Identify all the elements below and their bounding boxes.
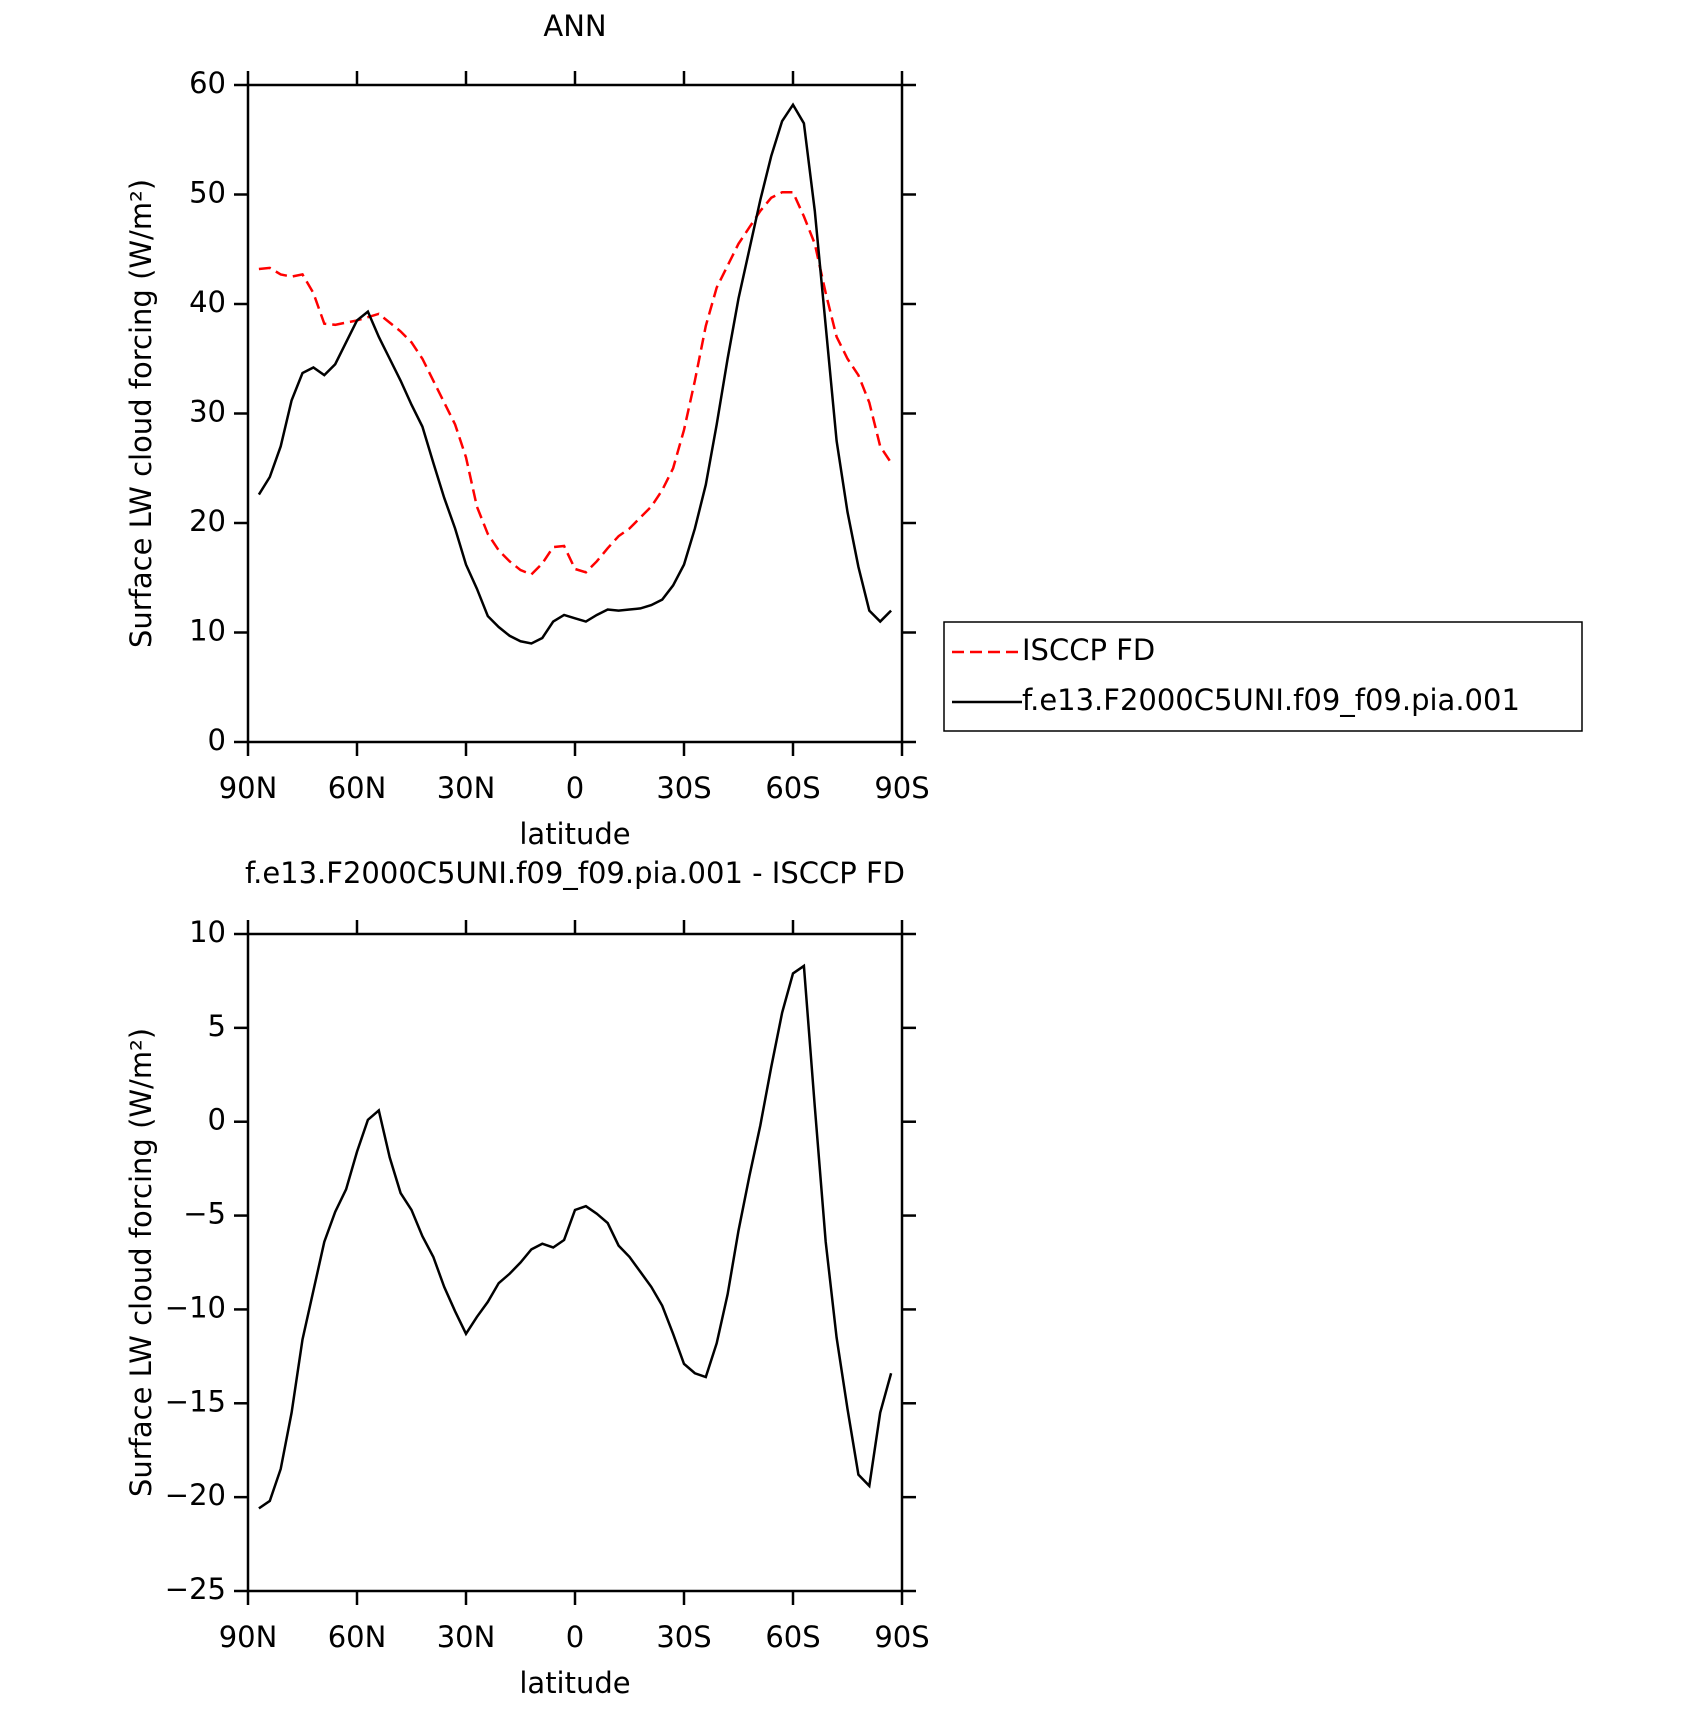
chart-title: ANN <box>543 9 606 43</box>
y-tick-label: 50 <box>189 176 226 210</box>
series-line <box>258 191 893 576</box>
y-tick-label: −20 <box>165 1478 226 1512</box>
x-tick-label: 30S <box>656 771 711 805</box>
legend-box <box>943 621 1583 732</box>
legend-label: f.e13.F2000C5UNI.f09_f09.pia.001 <box>1022 683 1520 717</box>
y-axis-label: Surface LW cloud forcing (W/m²) <box>124 179 158 648</box>
y-tick-label: −10 <box>165 1290 226 1324</box>
y-tick-label: −5 <box>183 1197 226 1231</box>
x-tick-label: 60N <box>328 771 387 805</box>
y-tick-label: 5 <box>208 1009 226 1043</box>
x-axis-label: latitude <box>519 1666 630 1700</box>
chart-title: f.e13.F2000C5UNI.f09_f09.pia.001 - ISCCP… <box>245 856 905 890</box>
x-tick-label: 30N <box>437 771 496 805</box>
y-tick-label: 0 <box>208 1103 226 1137</box>
y-tick-label: 10 <box>189 614 226 648</box>
y-tick-label: 0 <box>208 723 226 757</box>
x-tick-label: 30S <box>656 1620 711 1654</box>
x-tick-label: 90S <box>874 771 929 805</box>
x-axis-label: latitude <box>519 817 630 851</box>
x-tick-label: 0 <box>566 771 584 805</box>
y-tick-label: −25 <box>165 1572 226 1606</box>
y-tick-label: −15 <box>165 1384 226 1418</box>
x-tick-label: 90S <box>874 1620 929 1654</box>
plot-frame <box>246 932 904 1593</box>
plot-frame <box>246 83 904 744</box>
y-axis-label: Surface LW cloud forcing (W/m²) <box>124 1028 158 1497</box>
x-tick-label: 90N <box>219 771 278 805</box>
x-tick-label: 60S <box>765 1620 820 1654</box>
legend-label: ISCCP FD <box>1022 633 1155 667</box>
x-tick-label: 60N <box>328 1620 387 1654</box>
series-line <box>257 102 892 645</box>
y-tick-label: 10 <box>189 915 226 949</box>
x-tick-label: 90N <box>219 1620 278 1654</box>
y-tick-label: 30 <box>189 395 226 429</box>
series-line <box>258 963 893 1510</box>
y-tick-label: 40 <box>189 285 226 319</box>
y-tick-label: 60 <box>189 66 226 100</box>
x-tick-label: 30N <box>437 1620 496 1654</box>
x-tick-label: 0 <box>566 1620 584 1654</box>
y-tick-label: 20 <box>189 504 226 538</box>
x-tick-label: 60S <box>765 771 820 805</box>
